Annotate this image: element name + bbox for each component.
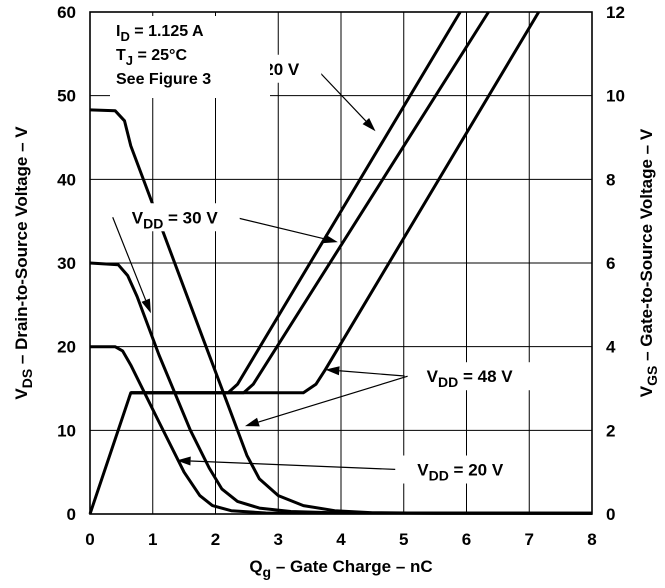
label-background (109, 203, 240, 232)
vgs-curve (130, 11, 540, 395)
plot-frame (89, 11, 593, 515)
axis-titles: Qg – Gate Charge – nC VDS – Drain-to-Sour… (12, 126, 660, 580)
y-left-axis-title: VDS – Drain-to-Source Voltage – V (12, 126, 35, 400)
x-tick-label: 7 (525, 530, 534, 549)
x-tick-label: 2 (211, 530, 220, 549)
arrow-head (362, 117, 376, 132)
y-left-tick-label: 50 (57, 87, 76, 106)
conditions-background (110, 16, 270, 98)
leader-line (258, 375, 408, 423)
vds-curve (89, 261, 593, 515)
condition-text: See Figure 3 (116, 71, 211, 88)
x-tick-label: 8 (587, 530, 596, 549)
x-tick-label: 6 (462, 530, 471, 549)
x-axis-title: Qg – Gate Charge – nC (249, 557, 432, 580)
leader-line (190, 460, 399, 471)
y-left-tick-label: 30 (57, 254, 76, 273)
y-left-tick-label: 10 (57, 421, 76, 440)
label-background (404, 362, 535, 391)
grid (89, 11, 593, 515)
arrow-head (244, 417, 260, 427)
y-left-tick-label: 60 (57, 3, 76, 22)
vdd-label: VDD = 30 V (132, 208, 219, 231)
x-tick-label: 3 (274, 530, 283, 549)
condition-text: TJ = 25°C (116, 47, 187, 68)
y-right-tick-label: 6 (606, 254, 615, 273)
leader-line (234, 216, 325, 240)
arrow-head (323, 234, 338, 244)
leader-line (112, 217, 147, 301)
y-left-tick-label: 0 (67, 505, 76, 524)
x-tick-label: 4 (336, 530, 346, 549)
x-tick-label: 0 (85, 530, 94, 549)
leader-line (339, 370, 408, 377)
vdd-label: VDD = 48 V (427, 367, 514, 390)
arrow-head (325, 366, 340, 376)
x-tick-label: 1 (148, 530, 157, 549)
leader-line (315, 68, 367, 122)
y-left-tick-label: 20 (57, 338, 76, 357)
vdd-label: VDD = 20 V (417, 461, 504, 484)
y-right-tick-label: 2 (606, 421, 615, 440)
y-right-tick-label: 12 (606, 3, 625, 22)
y-right-tick-label: 4 (606, 338, 616, 357)
y-right-tick-label: 8 (606, 170, 615, 189)
y-right-tick-label: 0 (606, 505, 615, 524)
x-tick-label: 5 (399, 530, 408, 549)
arrow-head (141, 298, 151, 314)
condition-text: ID = 1.125 A (116, 23, 204, 44)
y-right-axis-title: VGS – Gate-to-Source Voltage – V (637, 128, 660, 397)
y-right-tick-label: 10 (606, 87, 625, 106)
curves (88, 11, 593, 515)
vds-curve (90, 345, 593, 515)
y-left-tick-label: 40 (57, 170, 76, 189)
label-background (395, 455, 526, 484)
arrow-head (176, 456, 191, 466)
